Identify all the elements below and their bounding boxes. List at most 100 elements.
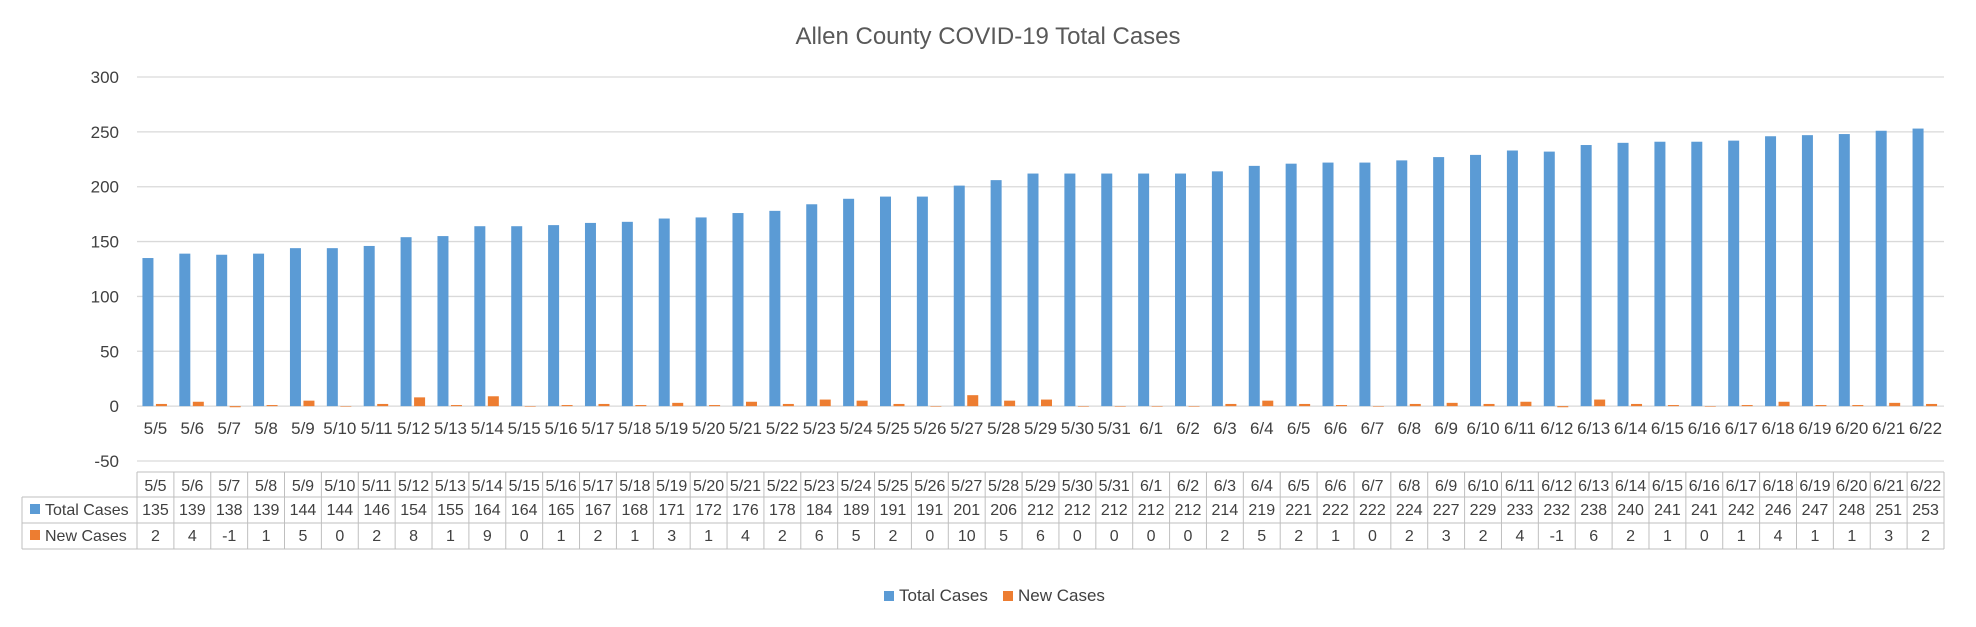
table-cell: 0 bbox=[335, 528, 344, 545]
bar-total-cases bbox=[695, 217, 707, 407]
table-cell: 172 bbox=[695, 502, 722, 519]
table-cell: 0 bbox=[1110, 528, 1119, 545]
table-cell: 2 bbox=[1405, 528, 1414, 545]
table-header-cell: 6/7 bbox=[1361, 478, 1383, 495]
table-cell: 3 bbox=[1442, 528, 1451, 545]
table-cell: 1 bbox=[446, 528, 455, 545]
bar-new-cases bbox=[155, 403, 167, 407]
bar-new-cases bbox=[1225, 403, 1237, 407]
x-tick-label: 5/19 bbox=[655, 419, 688, 438]
bar-new-cases bbox=[893, 403, 905, 407]
bar-total-cases bbox=[1396, 160, 1408, 407]
legend-label: New Cases bbox=[1018, 586, 1105, 605]
bar-new-cases bbox=[192, 401, 204, 407]
table-header-cell: 6/20 bbox=[1836, 478, 1867, 495]
bar-total-cases bbox=[179, 253, 191, 407]
table-cell: 2 bbox=[1626, 528, 1635, 545]
bar-new-cases bbox=[1778, 401, 1790, 407]
bar-total-cases bbox=[584, 222, 596, 407]
y-tick-label: 150 bbox=[91, 233, 119, 252]
bar-total-cases bbox=[1654, 141, 1666, 407]
table-cell: 4 bbox=[741, 528, 750, 545]
bar-new-cases bbox=[1188, 406, 1200, 407]
table-header-cell: 6/2 bbox=[1177, 478, 1199, 495]
bar-new-cases bbox=[930, 406, 942, 407]
table-header-cell: 6/10 bbox=[1467, 478, 1498, 495]
table-cell: 212 bbox=[1027, 502, 1054, 519]
bar-new-cases bbox=[1004, 400, 1016, 407]
bar-total-cases bbox=[1470, 154, 1482, 407]
table-header-cell: 5/10 bbox=[324, 478, 355, 495]
table-header-cell: 6/19 bbox=[1799, 478, 1830, 495]
table-cell: 6 bbox=[1036, 528, 1045, 545]
y-tick-label: -50 bbox=[94, 452, 119, 471]
bar-new-cases bbox=[819, 399, 831, 407]
table-row-label: Total Cases bbox=[45, 502, 129, 519]
x-tick-label: 5/28 bbox=[987, 419, 1020, 438]
bar-total-cases bbox=[400, 237, 412, 407]
table-cell: 146 bbox=[363, 502, 390, 519]
table-cell: 238 bbox=[1580, 502, 1607, 519]
table-cell: 222 bbox=[1322, 502, 1349, 519]
x-tick-label: 6/10 bbox=[1466, 419, 1499, 438]
legend-swatch bbox=[1003, 591, 1013, 601]
table-header-cell: 5/14 bbox=[472, 478, 503, 495]
table-header-cell: 6/6 bbox=[1324, 478, 1346, 495]
bar-new-cases bbox=[1557, 406, 1569, 408]
bar-total-cases bbox=[1433, 157, 1445, 407]
table-cell: 212 bbox=[1064, 502, 1091, 519]
table-header-cell: 5/29 bbox=[1025, 478, 1056, 495]
bar-total-cases bbox=[953, 185, 965, 407]
bar-total-cases bbox=[1838, 134, 1850, 407]
bar-total-cases bbox=[1211, 171, 1223, 407]
table-cell: 212 bbox=[1101, 502, 1128, 519]
table-cell: -1 bbox=[222, 528, 236, 545]
x-tick-label: 5/18 bbox=[618, 419, 651, 438]
bar-total-cases bbox=[990, 180, 1002, 407]
bar-total-cases bbox=[1285, 163, 1297, 407]
table-cell: 241 bbox=[1691, 502, 1718, 519]
table-cell: 1 bbox=[630, 528, 639, 545]
table-cell: 1 bbox=[262, 528, 271, 545]
x-tick-label: 5/8 bbox=[254, 419, 278, 438]
x-tick-label: 6/14 bbox=[1614, 419, 1647, 438]
bar-total-cases bbox=[1248, 165, 1260, 407]
table-header-cell: 5/15 bbox=[509, 478, 540, 495]
table-cell: 222 bbox=[1359, 502, 1386, 519]
x-tick-label: 5/14 bbox=[471, 419, 504, 438]
table-header-cell: 5/31 bbox=[1099, 478, 1130, 495]
table-cell: 4 bbox=[1515, 528, 1524, 545]
x-tick-label: 5/21 bbox=[729, 419, 762, 438]
x-tick-label: 6/3 bbox=[1213, 419, 1237, 438]
table-cell: 184 bbox=[806, 502, 833, 519]
table-cell: 232 bbox=[1543, 502, 1570, 519]
x-tick-label: 5/23 bbox=[803, 419, 836, 438]
table-header-cell: 5/21 bbox=[730, 478, 761, 495]
table-header-cell: 5/11 bbox=[362, 478, 392, 495]
table-cell: 1 bbox=[557, 528, 566, 545]
bar-new-cases bbox=[524, 406, 536, 407]
bar-total-cases bbox=[437, 236, 449, 407]
bar-total-cases bbox=[1506, 150, 1518, 407]
x-tick-label: 5/13 bbox=[434, 419, 467, 438]
bar-total-cases bbox=[1875, 130, 1887, 407]
table-cell: 1 bbox=[1810, 528, 1819, 545]
x-tick-label: 5/6 bbox=[180, 419, 204, 438]
y-tick-label: 0 bbox=[110, 397, 119, 416]
bar-new-cases bbox=[229, 406, 241, 408]
table-header-cell: 6/18 bbox=[1762, 478, 1793, 495]
table-cell: 4 bbox=[188, 528, 197, 545]
bar-new-cases bbox=[1114, 406, 1126, 407]
table-cell: 0 bbox=[520, 528, 529, 545]
table-cell: 0 bbox=[1147, 528, 1156, 545]
bar-total-cases bbox=[1175, 173, 1187, 407]
table-header-cell: 5/9 bbox=[292, 478, 314, 495]
table-cell: 2 bbox=[889, 528, 898, 545]
table-cell: 253 bbox=[1912, 502, 1939, 519]
table-header-cell: 6/22 bbox=[1910, 478, 1941, 495]
bar-total-cases bbox=[1580, 145, 1592, 407]
bar-new-cases bbox=[635, 405, 647, 407]
bar-new-cases bbox=[1741, 405, 1753, 407]
table-cell: 219 bbox=[1248, 502, 1275, 519]
x-tick-label: 5/5 bbox=[144, 419, 168, 438]
